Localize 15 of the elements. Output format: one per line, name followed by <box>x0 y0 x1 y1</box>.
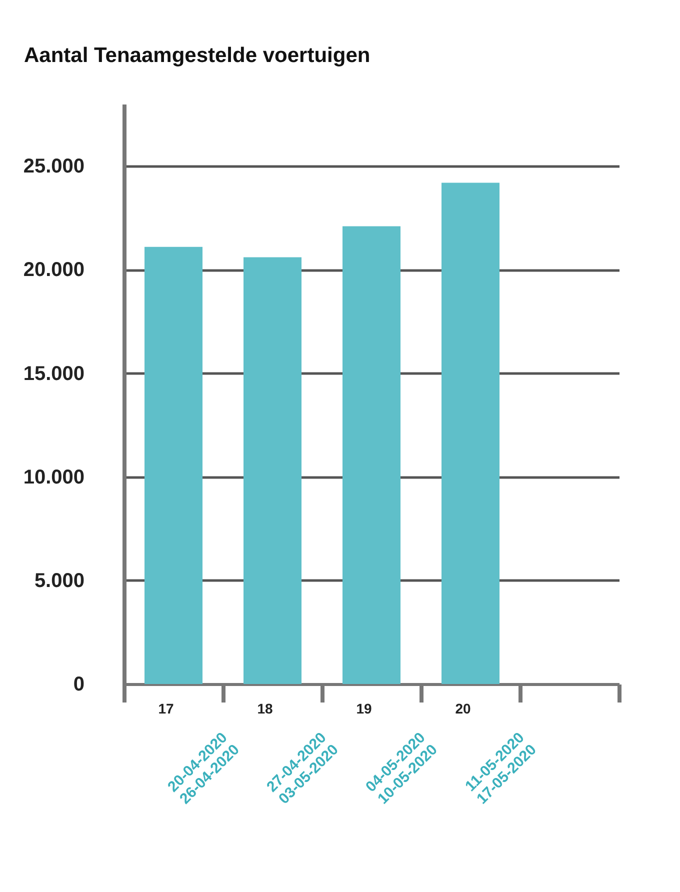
chart-title: Aantal Tenaamgestelde voertuigen <box>24 44 370 67</box>
bar <box>244 257 302 684</box>
y-tick-label: 5.000 <box>34 570 84 592</box>
x-tick-label: 19 <box>356 700 372 716</box>
y-tick-label: 0 <box>73 674 84 696</box>
y-tick-label: 15.000 <box>23 362 84 385</box>
x-tick-label: 17 <box>158 700 174 716</box>
y-tick-label: 25.000 <box>23 156 84 178</box>
bar <box>342 226 400 684</box>
x-tick-label: 18 <box>257 700 273 716</box>
bar <box>442 182 500 684</box>
y-tick-label: 20.000 <box>23 259 84 282</box>
y-tick-label: 10.000 <box>23 466 84 488</box>
x-tick-label: 20 <box>455 700 471 716</box>
bar <box>144 246 202 684</box>
